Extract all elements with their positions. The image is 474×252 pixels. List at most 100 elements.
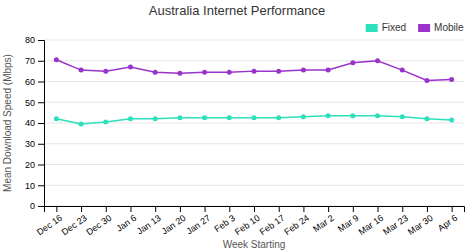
tick-mark [38,165,44,166]
tick: 70 [25,56,44,66]
point [375,113,380,118]
tick-mark [279,206,280,212]
point [153,70,158,75]
tick-label: Dec 30 [84,213,113,238]
tick-label: Feb 24 [282,213,311,237]
tick-label: Mar 2 [311,213,336,234]
tick-label: Mar 30 [406,213,435,237]
tick-label: Dec 16 [35,213,64,238]
point [449,77,454,82]
tick-label: 60 [25,77,35,87]
tick-mark [56,206,57,212]
point [301,114,306,119]
tick-label: 0 [30,201,35,211]
tick: 80 [25,35,44,45]
point [350,113,355,118]
tick-mark [427,206,428,212]
point [375,58,380,63]
point [177,115,182,120]
grid-line [44,143,464,144]
chart-svg: 01020304050607080Dec 16Dec 23Dec 30Jan 6… [0,0,474,252]
tick: Feb 10 [233,206,262,237]
tick: Jan 27 [184,206,212,236]
tick: Mar 23 [381,206,410,237]
tick: 20 [25,160,44,170]
point [326,68,331,73]
tick: 60 [25,77,44,87]
point [400,114,405,119]
legend-swatch [418,24,430,32]
legend-label: Mobile [434,22,464,33]
tick-mark [402,206,403,212]
point [103,69,108,74]
tick-mark [38,82,44,83]
tick-mark [38,206,44,207]
point [128,64,133,69]
tick-label: 40 [25,118,35,128]
point [449,117,454,122]
point [252,115,257,120]
axis-line [38,41,45,207]
point [79,68,84,73]
tick-label: Mar 23 [381,213,410,237]
tick-label: 10 [25,181,35,191]
tick: Jan 6 [114,206,138,234]
point [400,68,405,73]
point [424,78,429,83]
tick-label: 50 [25,98,35,108]
tick-label: Jan 20 [160,213,188,237]
series-line [56,116,451,124]
grid-line [44,60,464,61]
tick: Dec 16 [35,206,64,237]
tick: Mar 30 [406,206,435,237]
point [79,122,84,127]
tick-mark [38,144,44,145]
y-axis: 0 10 20 30 40 50 60 70 80 [25,35,45,211]
legend-swatch [366,24,378,32]
grid-line [44,185,464,186]
y-axis-title: Mean Download Speed (Mbps) [2,54,13,192]
series-line [56,60,451,81]
title: Australia Internet Performance [149,3,325,18]
grid-line [44,81,464,82]
point [276,115,281,120]
tick: 50 [25,98,44,108]
tick: 40 [25,118,44,128]
point [350,60,355,65]
tick-mark [81,206,82,212]
tick-mark [378,206,379,212]
tick-mark [205,206,206,212]
tick: Feb 24 [282,206,311,237]
grid-line [44,164,464,165]
tick-mark [130,206,131,212]
x-axis-title: Week Starting [223,239,286,250]
tick-mark [353,206,354,212]
tick: Mar 16 [357,206,386,237]
grid-line [44,40,464,41]
point [177,71,182,76]
tick-mark [38,40,44,41]
tick-mark [38,185,44,186]
tick-label: Mar 16 [357,213,386,237]
legend-item: Mobile [418,22,464,33]
tick: 30 [25,139,44,149]
tick-label: Feb 10 [233,213,262,237]
chart-container: 01020304050607080Dec 16Dec 23Dec 30Jan 6… [0,0,474,252]
tick-mark [452,206,453,212]
tick-label: Feb 17 [258,213,287,237]
tick-label: 80 [25,35,35,45]
point [202,115,207,120]
tick: Jan 20 [160,206,188,236]
tick-mark [155,206,156,212]
plot-area: 01020304050607080Dec 16Dec 23Dec 30Jan 6… [25,35,465,237]
grid-line [44,102,464,103]
point [301,68,306,73]
point [153,116,158,121]
tick-label: Jan 27 [184,213,212,237]
point [424,116,429,121]
tick: 10 [25,181,44,191]
point [202,70,207,75]
tick-label: 20 [25,160,35,170]
tick-mark [106,206,107,212]
point [54,116,59,121]
